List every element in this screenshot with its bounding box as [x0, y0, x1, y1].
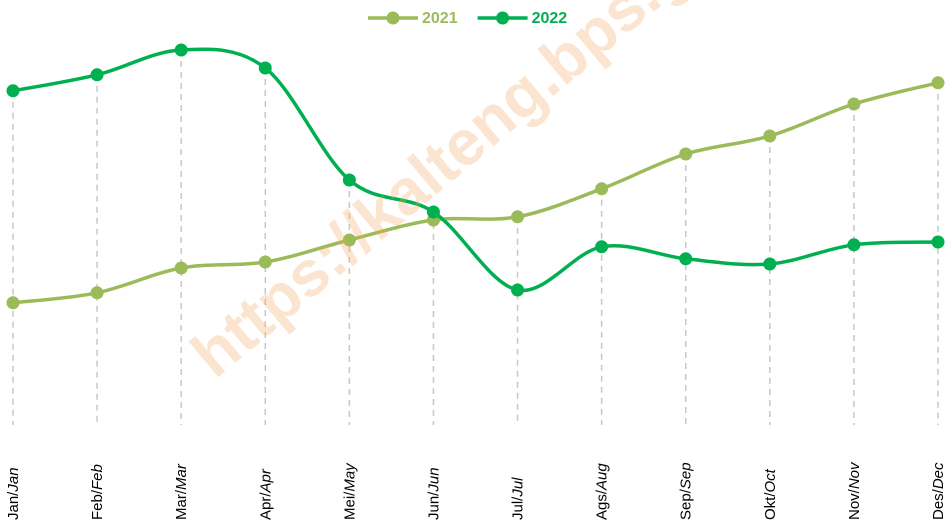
grid — [12, 50, 939, 425]
data-point — [931, 76, 945, 90]
x-tick-label: Apr/Apr — [257, 468, 274, 520]
data-point — [6, 296, 20, 310]
x-tick-label: Jun/Jun — [425, 467, 442, 520]
x-tick-label: Ags/Aug — [594, 463, 611, 520]
data-point — [595, 182, 609, 196]
data-point — [847, 97, 861, 111]
data-point — [679, 147, 693, 161]
x-tick-label: Mei/May — [341, 462, 358, 520]
data-point — [90, 68, 104, 82]
legend-label: 2022 — [532, 10, 568, 27]
data-point — [174, 43, 188, 57]
data-point — [931, 235, 945, 249]
legend-label: 2021 — [422, 10, 458, 27]
data-point — [174, 261, 188, 275]
x-tick-label: Feb/Feb — [89, 464, 106, 520]
data-point — [511, 210, 525, 224]
x-tick-label: Mar/Mar — [173, 463, 190, 520]
data-point — [763, 129, 777, 143]
legend-marker — [496, 11, 510, 25]
x-tick-label: Jan/Jan — [5, 467, 22, 520]
data-point — [342, 173, 356, 187]
data-point — [847, 238, 861, 252]
plot — [6, 43, 945, 310]
legend: 2021 2022 — [368, 10, 567, 27]
x-axis: Jan/Jan Feb/Feb Mar/Mar Apr/Apr Mei/May Jun/J… — [5, 461, 947, 520]
data-point — [595, 240, 609, 254]
x-tick-label: Sep/Sep — [678, 462, 695, 520]
x-tick-label: Nov/Nov — [846, 461, 863, 520]
data-point — [258, 61, 272, 75]
data-point — [342, 233, 356, 247]
watermark: https://kalteng.bps.go.id — [178, 0, 791, 391]
x-tick-label: Okt/Oct — [762, 468, 779, 520]
data-point — [6, 84, 20, 98]
legend-marker — [386, 11, 400, 25]
data-point — [426, 205, 440, 219]
x-tick-label: Des/Dec — [930, 462, 947, 520]
series-line — [12, 81, 939, 305]
data-point — [763, 257, 777, 271]
data-point — [679, 252, 693, 266]
data-point — [258, 255, 272, 269]
data-point — [90, 286, 104, 300]
data-point — [511, 283, 525, 297]
x-tick-label: Jul/Jul — [510, 477, 527, 520]
